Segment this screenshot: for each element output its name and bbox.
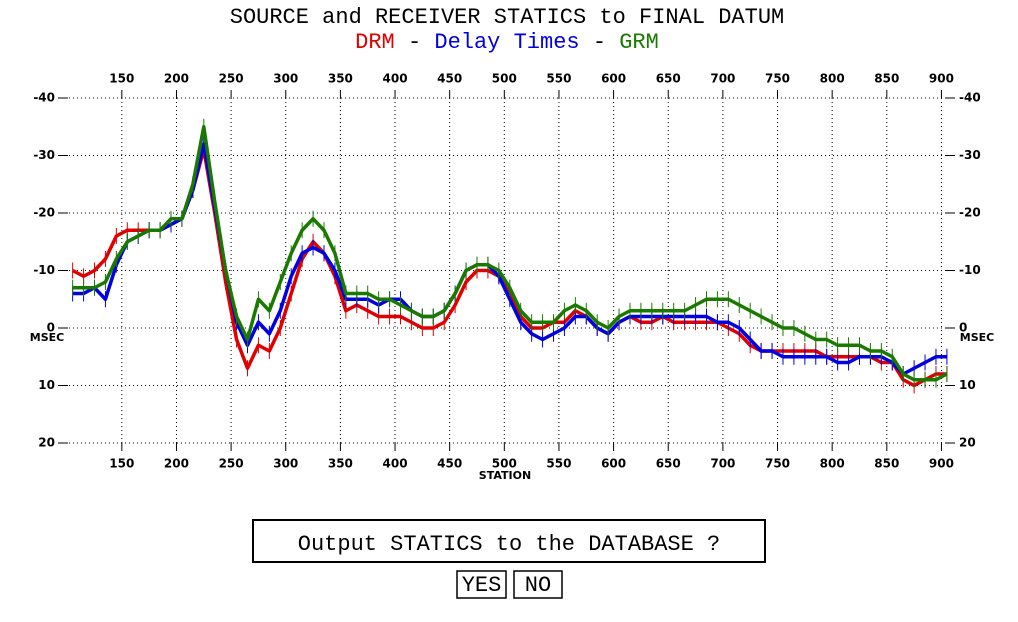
dialog-prompt: Output STATICS to the DATABASE ? xyxy=(298,532,720,557)
no-button[interactable]: NO xyxy=(513,570,563,599)
legend-entry: GRM xyxy=(619,30,659,55)
x-tick-label: 650 xyxy=(656,457,681,471)
y-tick-label: -10 xyxy=(33,263,55,277)
legend-entry: DRM xyxy=(355,30,395,55)
x-tick-label: 300 xyxy=(273,457,298,471)
x-tick-label: 650 xyxy=(656,72,681,86)
y-tick-label: -20 xyxy=(33,206,55,220)
x-tick-label: 300 xyxy=(273,72,298,86)
x-tick-label: 250 xyxy=(219,72,244,86)
y-tick-label: 10 xyxy=(38,378,55,392)
x-tick-label: 450 xyxy=(437,72,462,86)
y-tick-label: -30 xyxy=(959,148,981,162)
x-tick-label: 150 xyxy=(109,457,134,471)
x-tick-label: 350 xyxy=(328,457,353,471)
x-tick-label: 350 xyxy=(328,72,353,86)
x-tick-label: 800 xyxy=(820,457,845,471)
x-tick-label: 200 xyxy=(164,457,189,471)
x-tick-label: 600 xyxy=(601,72,626,86)
x-tick-label: 250 xyxy=(219,457,244,471)
y-tick-label: -40 xyxy=(959,91,981,105)
y-tick-label: -30 xyxy=(33,148,55,162)
x-axis-label: STATION xyxy=(479,469,531,482)
x-tick-label: 850 xyxy=(874,72,899,86)
x-tick-label: 750 xyxy=(765,72,790,86)
y-tick-label: -40 xyxy=(33,91,55,105)
y-tick-label: 10 xyxy=(959,378,976,392)
chart-subtitle: DRM - Delay Times - GRM xyxy=(355,30,659,55)
button-label[interactable]: NO xyxy=(525,573,551,598)
chart-title: SOURCE and RECEIVER STATICS to FINAL DAT… xyxy=(230,5,785,30)
y-axis-label: MSEC xyxy=(30,331,64,344)
y-tick-label: -20 xyxy=(959,206,981,220)
legend-separator: - xyxy=(408,30,421,55)
x-tick-label: 400 xyxy=(383,457,408,471)
y-tick-label: -10 xyxy=(959,263,981,277)
legend-separator: - xyxy=(593,30,606,55)
dialog-box xyxy=(252,519,766,563)
x-tick-label: 750 xyxy=(765,457,790,471)
x-tick-label: 550 xyxy=(546,72,571,86)
yes-button[interactable]: YES xyxy=(456,570,507,599)
button-frame[interactable] xyxy=(456,570,507,599)
x-tick-label: 550 xyxy=(546,457,571,471)
x-tick-label: 850 xyxy=(874,457,899,471)
x-tick-label: 150 xyxy=(109,72,134,86)
x-tick-label: 400 xyxy=(383,72,408,86)
x-tick-label: 500 xyxy=(492,457,517,471)
x-tick-label: 500 xyxy=(492,72,517,86)
y-tick-label: 20 xyxy=(959,436,976,450)
button-label[interactable]: YES xyxy=(462,573,502,598)
x-tick-label: 450 xyxy=(437,457,462,471)
y-axis-label-right: MSEC xyxy=(960,331,994,344)
legend-entry: Delay Times xyxy=(434,30,579,55)
x-tick-label: 200 xyxy=(164,72,189,86)
x-tick-label: 600 xyxy=(601,457,626,471)
x-tick-label: 800 xyxy=(820,72,845,86)
x-tick-label: 900 xyxy=(929,72,954,86)
y-tick-label: 0 xyxy=(47,321,55,335)
button-frame[interactable] xyxy=(513,570,563,599)
x-tick-label: 700 xyxy=(710,72,735,86)
y-tick-label: 20 xyxy=(38,436,55,450)
x-tick-label: 700 xyxy=(710,457,735,471)
x-tick-label: 900 xyxy=(929,457,954,471)
y-tick-label: 0 xyxy=(959,321,967,335)
